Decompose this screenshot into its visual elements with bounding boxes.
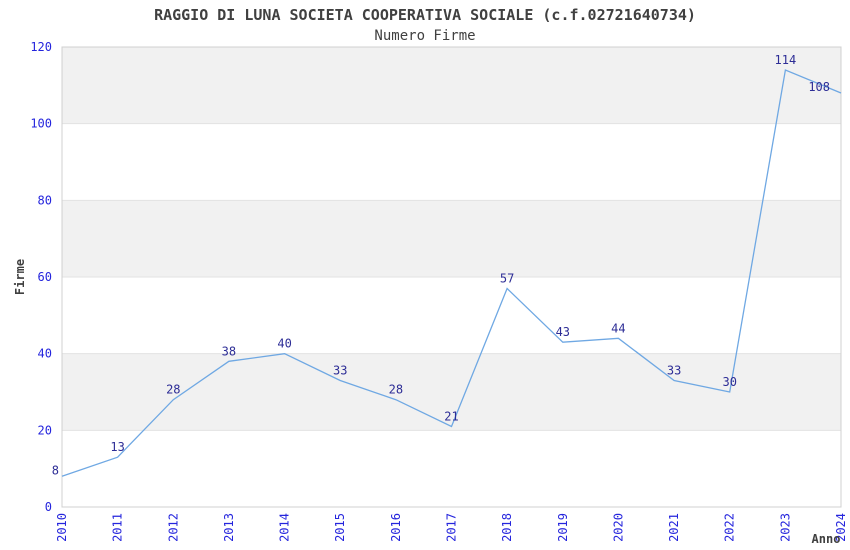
y-tick-label: 0	[45, 500, 52, 514]
y-tick-label: 60	[38, 270, 52, 284]
value-label: 57	[500, 272, 514, 286]
value-label: 43	[556, 325, 570, 339]
y-tick-label: 80	[38, 193, 52, 207]
value-labels: 8 13 28 38 40 33 28 21 57 43 44 33 30 114 108	[52, 53, 830, 477]
x-tick-label: 2012	[166, 513, 180, 542]
value-label: 38	[222, 344, 236, 358]
x-tick-label: 2023	[778, 513, 792, 542]
x-tick-label: 2015	[333, 513, 347, 542]
plot-band	[62, 353, 841, 431]
value-label: 28	[166, 383, 180, 397]
y-tick-label: 40	[38, 347, 52, 361]
value-label: 33	[333, 364, 347, 378]
plot-bands	[62, 47, 841, 431]
x-tick-label: 2016	[389, 513, 403, 542]
x-tick-label: 2014	[278, 513, 292, 542]
value-label: 8	[52, 463, 59, 477]
y-axis-tick-labels: 0 20 40 60 80 100 120	[30, 40, 52, 514]
x-tick-label: 2017	[445, 513, 459, 542]
value-label: 33	[667, 364, 681, 378]
x-tick-label: 2011	[111, 513, 125, 542]
value-label: 114	[775, 53, 797, 67]
x-axis-tick-labels: 2010 2011 2012 2013 2014 2015 2016 2017 2018 2019…	[55, 513, 848, 542]
x-axis-title: Anno	[812, 532, 841, 546]
x-tick-label: 2024	[834, 513, 848, 542]
y-tick-label: 100	[30, 117, 52, 131]
y-tick-label: 20	[38, 423, 52, 437]
x-tick-label: 2020	[611, 513, 625, 542]
y-axis-title: Firme	[13, 259, 27, 295]
value-label: 21	[444, 410, 458, 424]
x-tick-label: 2010	[55, 513, 69, 542]
value-label: 28	[389, 383, 403, 397]
plot-band	[62, 200, 841, 277]
x-tick-label: 2021	[667, 513, 681, 542]
chart-subtitle: Numero Firme	[374, 28, 475, 44]
value-label: 44	[611, 321, 625, 335]
x-tick-label: 2019	[556, 513, 570, 542]
y-tick-label: 120	[30, 40, 52, 54]
plot-border	[61, 46, 842, 508]
chart-title: RAGGIO DI LUNA SOCIETA COOPERATIVA SOCIA…	[154, 6, 696, 24]
gridlines	[62, 123, 841, 431]
value-label: 13	[110, 440, 124, 454]
series-line-numero-firme	[61, 69, 842, 477]
value-label: 108	[808, 80, 830, 94]
value-label: 30	[722, 375, 736, 389]
x-tick-label: 2018	[500, 513, 514, 542]
plot-band	[62, 47, 841, 124]
x-tick-label: 2013	[222, 513, 236, 542]
value-label: 40	[277, 337, 291, 351]
x-tick-label: 2022	[723, 513, 737, 542]
